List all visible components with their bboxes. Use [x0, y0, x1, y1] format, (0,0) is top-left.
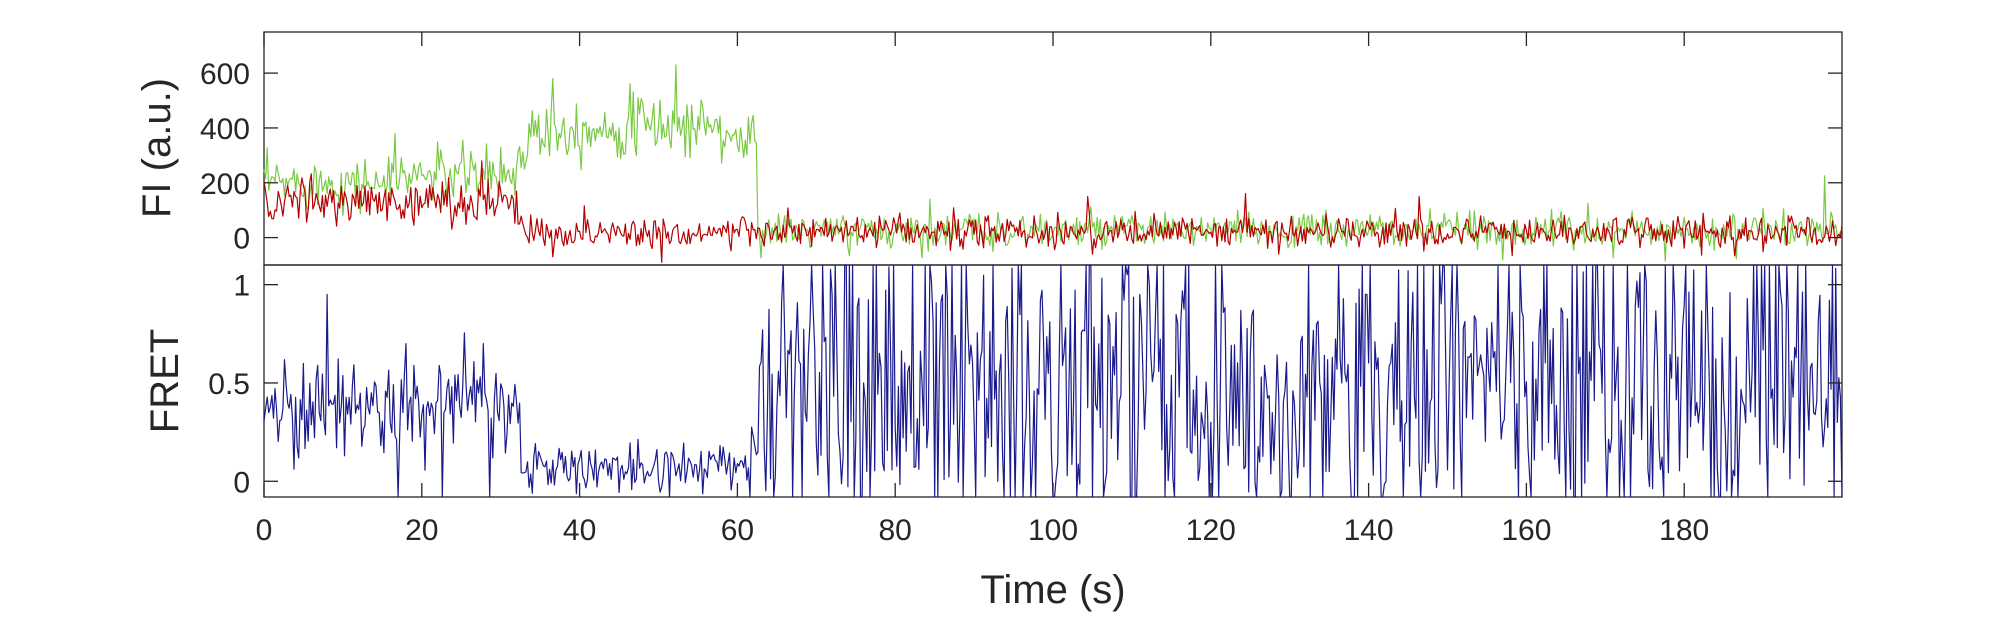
time-x-tick-label: 80 — [879, 514, 912, 547]
fret-y-tick-label: 1 — [233, 270, 250, 303]
fret-series-0-line — [263, 264, 1843, 498]
time-x-ticks: 0 20 40 60 80 100 120 140 160 180 — [256, 32, 1709, 547]
time-x-axis-label: Time (s) — [980, 568, 1125, 612]
time-x-tick-label: 0 — [256, 514, 273, 547]
time-x-tick-label: 100 — [1028, 514, 1078, 547]
fret-y-ticks: 00.51 — [208, 270, 1842, 499]
fret-y-tick-label: 0.5 — [208, 368, 250, 401]
time-x-tick-label: 180 — [1659, 514, 1709, 547]
fluorescence-y-ticks: 0 200 400 600 — [200, 58, 1842, 256]
time-x-tick-label: 60 — [721, 514, 754, 547]
fret-y-axis-label: FRET — [143, 329, 187, 433]
fret-y-tick-label: 0 — [233, 466, 250, 499]
fluorescence-y-tick-label: 400 — [200, 113, 250, 146]
fret-panel: 00.51 0 20 40 60 80 100 120 140 160 180 FRET Time… — [143, 32, 1843, 612]
time-x-tick-label: 120 — [1186, 514, 1236, 547]
time-x-tick-label: 160 — [1501, 514, 1551, 547]
fluorescence-y-tick-label: 0 — [233, 223, 250, 256]
fluorescence-y-tick-label: 600 — [200, 58, 250, 91]
time-x-tick-label: 20 — [405, 514, 438, 547]
fret-plot-area — [263, 264, 1843, 498]
time-x-tick-label: 140 — [1344, 514, 1394, 547]
fluorescence-y-axis-label: FI (a.u.) — [135, 78, 179, 218]
fluorescence-plot-area — [263, 64, 1843, 263]
time-x-tick-label: 40 — [563, 514, 596, 547]
fluorescence-series-1-line — [263, 160, 1843, 263]
fluorescence-series-0-line — [263, 64, 1843, 262]
fluorescence-y-tick-label: 200 — [200, 168, 250, 201]
fluorescence-panel: 0 200 400 600 FI (a.u.) — [135, 31, 1843, 266]
